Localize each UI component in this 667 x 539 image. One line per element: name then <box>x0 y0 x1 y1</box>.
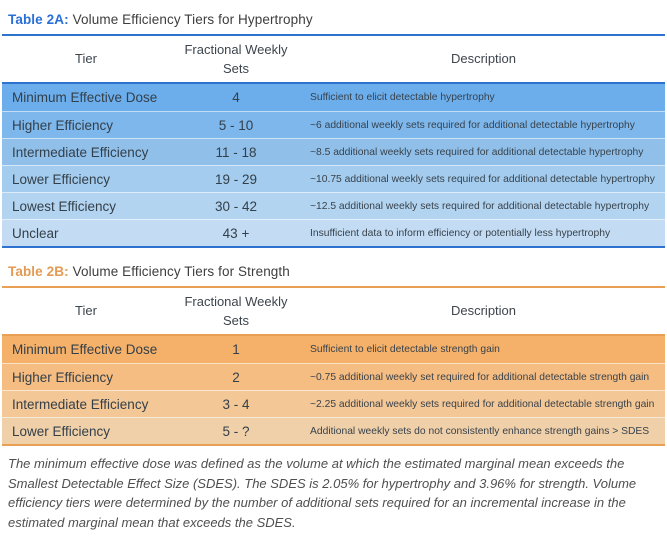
table-b-title-rule <box>2 286 665 288</box>
tier-cell: Lower Efficiency <box>12 171 111 187</box>
table-a-label: Table 2A: <box>8 12 69 27</box>
tier-cell: Lower Efficiency <box>12 423 111 439</box>
description-cell: ~8.5 additional weekly sets required for… <box>310 146 644 158</box>
table-row: Intermediate Efficiency 11 - 18 ~8.5 addit… <box>2 138 665 165</box>
sets-cell: 2 <box>232 369 240 385</box>
table-b-header-row: Tier Fractional Weekly Sets Description <box>2 288 665 334</box>
table-b-label: Table 2B: <box>8 264 69 279</box>
description-cell: Sufficient to elicit detectable hypertro… <box>310 92 495 103</box>
table-a-caption: Volume Efficiency Tiers for Hypertrophy <box>72 12 313 27</box>
sets-cell: 1 <box>232 342 240 357</box>
table-row: Higher Efficiency 5 - 10 ~6 additional wee… <box>2 111 665 138</box>
footnote: The minimum effective dose was defined a… <box>8 456 637 530</box>
description-cell: ~6 additional weekly sets required for a… <box>310 119 635 131</box>
sets-cell: 5 - 10 <box>218 117 254 133</box>
tier-cell: Higher Efficiency <box>12 369 114 385</box>
sets-cell: 30 - 42 <box>214 198 258 214</box>
table-a-header-row: Tier Fractional Weekly Sets Description <box>2 36 665 82</box>
sets-cell: 3 - 4 <box>222 396 250 412</box>
sets-cell: 19 - 29 <box>214 171 258 187</box>
description-cell: ~2.25 additional weekly sets required fo… <box>310 398 655 410</box>
table-row: Minimum Effective Dose 4 Sufficient to eli… <box>2 84 665 111</box>
description-cell: ~0.75 additional weekly set required for… <box>310 371 650 383</box>
table-a-section: Table 2A: Volume Efficiency Tiers for Hyp… <box>2 9 665 248</box>
description-cell: Additional weekly sets do not consistent… <box>310 425 650 437</box>
table-b-caption: Volume Efficiency Tiers for Strength <box>72 264 290 279</box>
sets-cell: 11 - 18 <box>215 144 257 160</box>
tier-cell: Unclear <box>12 225 59 241</box>
table-row: Minimum Effective Dose 1 Sufficient to eli… <box>2 336 665 363</box>
table-b-header-tier: Tier <box>75 303 97 319</box>
tier-cell: Intermediate Efficiency <box>12 396 149 412</box>
table-b-title: Table 2B: Volume Efficiency Tiers for Str… <box>2 261 665 286</box>
table-row: Unclear 43 + Insufficient data to inform e… <box>2 219 665 246</box>
table-a-header-rule <box>2 82 665 84</box>
table-b-section: Table 2B: Volume Efficiency Tiers for Str… <box>2 261 665 446</box>
table-a-title-rule <box>2 34 665 36</box>
tier-cell: Lowest Efficiency <box>12 198 117 214</box>
tier-cell: Minimum Effective Dose <box>12 342 158 357</box>
tier-cell: Intermediate Efficiency <box>12 144 149 160</box>
description-cell: Sufficient to elicit detectable strength… <box>310 344 500 355</box>
description-cell: Insufficient data to inform efficiency o… <box>310 227 611 239</box>
table-b-header-description: Description <box>450 303 517 319</box>
table-a-bottom-rule <box>2 246 665 248</box>
sets-cell: 4 <box>232 90 240 105</box>
table-a-header-sets: Fractional Weekly Sets <box>184 41 288 77</box>
table-a-header-tier: Tier <box>75 51 97 67</box>
table-row: Lower Efficiency 5 - ? Additional weekly s… <box>2 417 665 444</box>
tier-cell: Minimum Effective Dose <box>12 90 158 105</box>
table-b-header-sets: Fractional Weekly Sets <box>184 293 288 329</box>
table-row: Higher Efficiency 2 ~0.75 additional weekl… <box>2 363 665 390</box>
table-b-body: Minimum Effective Dose 1 Sufficient to eli… <box>2 336 665 444</box>
table-b-bottom-rule <box>2 444 665 446</box>
table-row: Intermediate Efficiency 3 - 4 ~2.25 additi… <box>2 390 665 417</box>
sets-cell: 43 + <box>222 225 250 241</box>
table-b-header-rule <box>2 334 665 336</box>
sets-cell: 5 - ? <box>222 423 250 439</box>
table-row: Lowest Efficiency 30 - 42 ~12.5 additional… <box>2 192 665 219</box>
table-row: Lower Efficiency 19 - 29 ~10.75 additional… <box>2 165 665 192</box>
description-cell: ~12.5 additional weekly sets required fo… <box>310 200 650 212</box>
table-a-title: Table 2A: Volume Efficiency Tiers for Hyp… <box>2 9 665 34</box>
table-a-body: Minimum Effective Dose 4 Sufficient to eli… <box>2 84 665 246</box>
table-a-header-description: Description <box>450 51 517 67</box>
description-cell: ~10.75 additional weekly sets required f… <box>310 173 655 185</box>
tier-cell: Higher Efficiency <box>12 117 114 133</box>
